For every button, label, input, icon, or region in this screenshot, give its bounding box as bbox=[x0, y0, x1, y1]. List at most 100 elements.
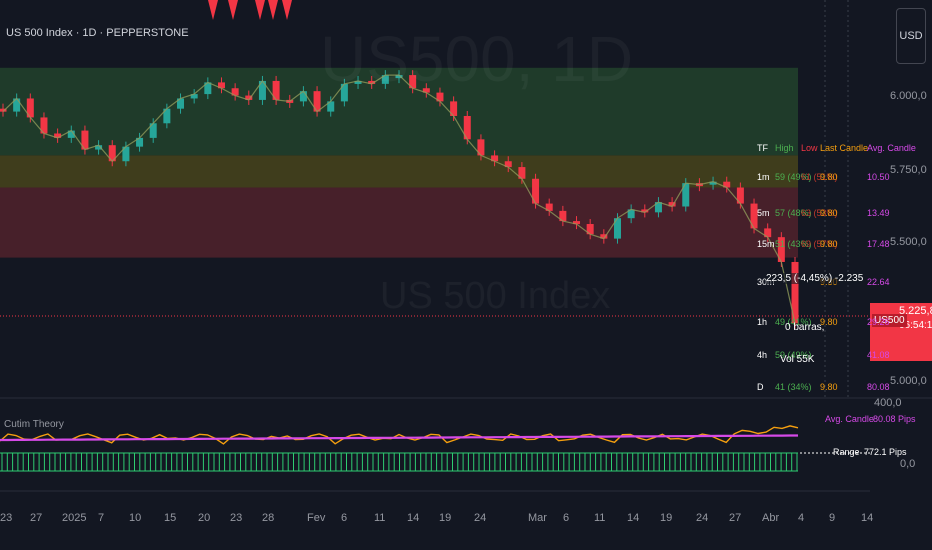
time-tick: 9 bbox=[829, 512, 836, 524]
candle-body bbox=[613, 218, 621, 239]
time-tick: 15 bbox=[164, 512, 177, 524]
avg-candle-label: Avg. Candle bbox=[825, 414, 874, 424]
price-tick: 5.000,0 bbox=[890, 375, 927, 387]
table-cell: 1h bbox=[757, 317, 768, 327]
candle-body bbox=[504, 161, 512, 168]
candle-body bbox=[149, 123, 157, 138]
time-tick: 7 bbox=[98, 512, 105, 524]
chart-title: US 500 Index · 1D · PEPPERSTONE bbox=[6, 27, 189, 39]
table-cell: 22.64 bbox=[867, 277, 890, 287]
symbol-watermark: US500, 1D bbox=[320, 22, 633, 96]
price-tick: 5.750,0 bbox=[890, 164, 927, 176]
candle-body bbox=[190, 94, 198, 99]
range-label: Range bbox=[833, 447, 860, 457]
bars-count: 0 barras, bbox=[785, 322, 825, 333]
candle-body bbox=[573, 221, 581, 225]
time-tick: 24 bbox=[696, 512, 709, 524]
table-cell: 15m bbox=[757, 239, 775, 249]
price-tick: 6.000,0 bbox=[890, 90, 927, 102]
countdown: 06:54:17 bbox=[899, 320, 932, 331]
volume-readout: Vol 55K bbox=[780, 354, 815, 365]
candle-body bbox=[791, 261, 799, 324]
candle-body bbox=[422, 88, 430, 93]
table-cell: 1m bbox=[757, 172, 770, 182]
table-header: Avg. Candle bbox=[867, 143, 916, 153]
signal-triangle bbox=[282, 0, 292, 20]
candle-body bbox=[668, 202, 676, 207]
candle-body bbox=[654, 202, 662, 213]
last-price-badge bbox=[870, 303, 932, 361]
avg-candle-value: 80.08 Pips bbox=[873, 414, 916, 424]
time-tick: 14 bbox=[861, 512, 874, 524]
time-tick: Abr bbox=[762, 512, 780, 524]
candle-body bbox=[313, 91, 321, 112]
time-tick: 19 bbox=[660, 512, 673, 524]
table-cell: 49 (41%) bbox=[775, 317, 812, 327]
price-tick: 5.500,0 bbox=[890, 236, 927, 248]
name-watermark: US 500 Index bbox=[380, 275, 610, 318]
candle-body bbox=[545, 203, 553, 211]
candle-body bbox=[26, 98, 34, 118]
table-cell: 30m bbox=[757, 277, 775, 287]
candle-body bbox=[777, 237, 785, 262]
candle-body bbox=[54, 133, 62, 138]
time-tick: 24 bbox=[474, 512, 487, 524]
time-tick: Fev bbox=[307, 512, 326, 524]
time-tick: 11 bbox=[594, 512, 606, 524]
candle-body bbox=[81, 130, 89, 150]
time-tick: 4 bbox=[798, 512, 805, 524]
table-cell: 9.80 bbox=[820, 172, 838, 182]
table-header: Low bbox=[801, 143, 818, 153]
time-tick: 6 bbox=[341, 512, 348, 524]
indicator-name[interactable]: Cutim Theory bbox=[4, 419, 64, 430]
candle-body bbox=[299, 91, 307, 102]
candle-body bbox=[559, 210, 567, 222]
table-cell: 59 (49%) bbox=[775, 350, 812, 360]
signal-triangle bbox=[255, 0, 265, 20]
signal-triangle bbox=[208, 0, 218, 20]
table-cell: 29.26 bbox=[867, 317, 890, 327]
candle-body bbox=[258, 80, 266, 100]
table-header: Last Candle bbox=[820, 143, 869, 153]
measure-readout: 223,5 (-4,45%) -2.235 bbox=[766, 273, 864, 284]
table-cell: 41.08 bbox=[867, 350, 890, 360]
table-cell: 9.80 bbox=[820, 317, 838, 327]
candle-body bbox=[586, 224, 594, 235]
candle-body bbox=[95, 145, 103, 150]
currency-button[interactable]: USD bbox=[896, 8, 926, 64]
table-header: TF bbox=[757, 143, 768, 153]
price-line bbox=[2, 74, 796, 324]
candle-body bbox=[709, 181, 717, 185]
time-tick: 27 bbox=[729, 512, 742, 524]
candle-body bbox=[477, 139, 485, 156]
candle-body bbox=[272, 80, 280, 100]
candle-body bbox=[641, 209, 649, 213]
candle-body bbox=[67, 130, 75, 138]
candle-body bbox=[204, 82, 212, 95]
table-cell: 9.80 bbox=[820, 382, 838, 392]
table-cell: 61 (51%) bbox=[801, 172, 838, 182]
table-cell: 80.08 bbox=[867, 382, 890, 392]
candle-body bbox=[436, 92, 444, 102]
table-cell: 17.48 bbox=[867, 239, 890, 249]
time-tick: 20 bbox=[198, 512, 211, 524]
signal-triangle bbox=[228, 0, 238, 20]
candle-body bbox=[532, 178, 540, 204]
candle-body bbox=[395, 75, 403, 79]
candle-body bbox=[245, 95, 253, 100]
avg-candle-line bbox=[0, 434, 798, 442]
time-tick: 23 bbox=[0, 512, 13, 524]
price-zone bbox=[0, 155, 798, 188]
orange-line bbox=[0, 425, 799, 445]
candle-body bbox=[736, 187, 744, 204]
time-tick: 2025 bbox=[62, 512, 87, 524]
candle-body bbox=[368, 80, 376, 84]
time-tick: 14 bbox=[407, 512, 420, 524]
candle-body bbox=[463, 115, 471, 140]
table-cell: 57 (48%) bbox=[775, 208, 812, 218]
candle-body bbox=[491, 155, 499, 162]
indicator-tick: 0,0 bbox=[900, 458, 916, 470]
candle-body bbox=[163, 108, 171, 124]
